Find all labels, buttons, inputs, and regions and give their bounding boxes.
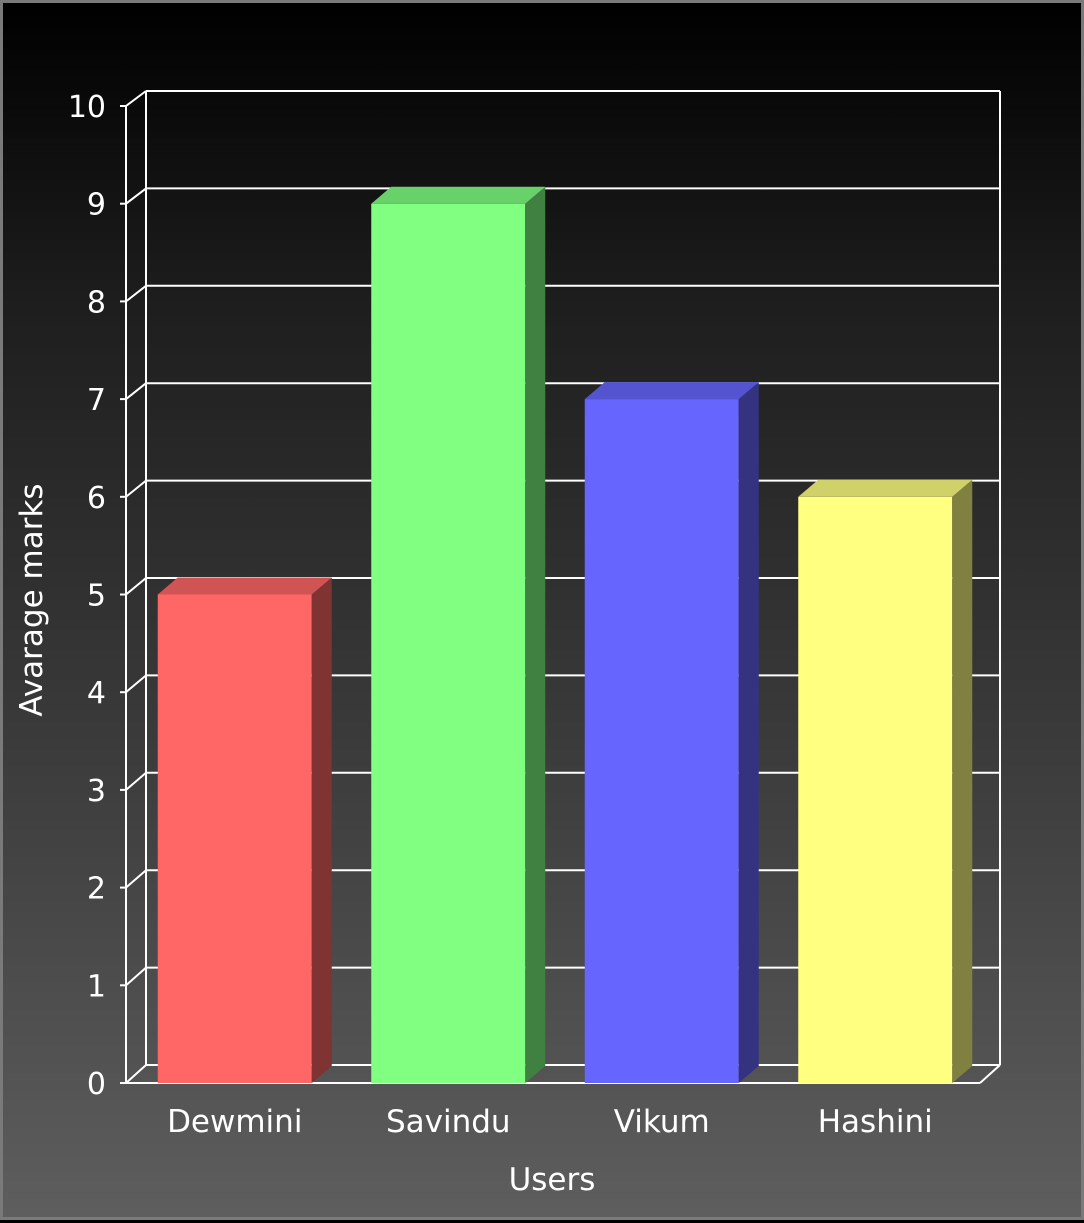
x-axis-title: Users (509, 1162, 596, 1198)
gridline-side (125, 674, 147, 693)
y-tick-label: 8 (87, 285, 106, 320)
y-tick-label: 3 (87, 774, 106, 809)
y-axis-title: Avarage marks (14, 483, 50, 716)
bar-side (738, 382, 759, 1084)
y-tick-label: 7 (87, 383, 106, 418)
bar-top (798, 479, 973, 497)
gridline-side (125, 1064, 147, 1084)
y-tick-label: 2 (87, 872, 106, 907)
gridline-side (125, 577, 147, 596)
y-tick-label: 4 (87, 676, 106, 711)
x-tick-label: Dewmini (167, 1104, 302, 1140)
bars-layer (157, 186, 973, 1084)
gridline-side (125, 90, 147, 107)
y-tick-labels: 0 1 2 3 4 5 6 7 8 9 10 (68, 90, 106, 1102)
x-tick-labels: Dewmini Savindu Vikum Hashini (167, 1104, 933, 1140)
y-tick-label: 6 (87, 481, 106, 516)
x-tick-label: Vikum (614, 1104, 710, 1140)
y-tick-label: 0 (87, 1067, 106, 1102)
x-tick-label: Hashini (818, 1104, 933, 1140)
bar-side (952, 479, 973, 1083)
y-tick-label: 1 (87, 969, 106, 1004)
gridline-side (125, 285, 147, 303)
bar-vikum (584, 382, 759, 1084)
gridline-side (125, 772, 147, 791)
gridline-side (125, 382, 147, 400)
gridline-side (125, 187, 147, 205)
floor-right-edge (979, 1064, 1001, 1084)
y-tick-label: 5 (87, 579, 106, 614)
y-tick-label: 9 (87, 188, 106, 223)
bar-front (798, 496, 953, 1083)
bar-side (311, 577, 332, 1083)
bar-top (371, 186, 546, 204)
bar-hashini (798, 479, 973, 1083)
bar-savindu (371, 186, 546, 1083)
x-tick-label: Savindu (386, 1104, 511, 1140)
bar-side (525, 186, 546, 1083)
bar-front (157, 594, 312, 1083)
bar-front (584, 399, 739, 1084)
bar-top (584, 382, 759, 400)
gridline-side (125, 869, 147, 889)
bar-front (371, 203, 526, 1083)
y-tick-label: 10 (68, 90, 106, 125)
gridline-side (125, 966, 147, 987)
gridline-side (125, 479, 147, 498)
bar-top (157, 577, 332, 595)
bar-dewmini (157, 577, 332, 1083)
